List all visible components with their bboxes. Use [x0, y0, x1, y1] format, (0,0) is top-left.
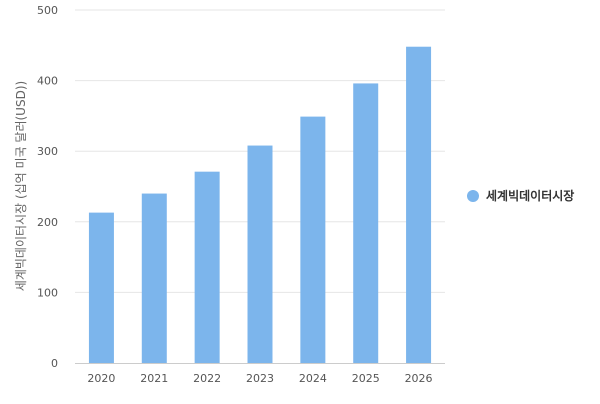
- y-axis-ticks: 0 100 200 300 400 500: [37, 4, 58, 370]
- y-tick-label: 300: [37, 145, 58, 158]
- bar-2022[interactable]: [194, 171, 220, 363]
- x-tick-label: 2022: [193, 372, 221, 385]
- bar-2026[interactable]: [406, 46, 432, 363]
- bar-2021[interactable]: [141, 193, 167, 363]
- x-tick-label: 2023: [246, 372, 274, 385]
- legend-marker: [467, 190, 479, 202]
- x-tick-label: 2024: [299, 372, 327, 385]
- y-tick-label: 400: [37, 75, 58, 88]
- bar-2024[interactable]: [300, 116, 326, 363]
- bars: [88, 46, 432, 363]
- y-tick-label: 500: [37, 4, 58, 17]
- bar-2023[interactable]: [247, 145, 273, 363]
- bar-2025[interactable]: [353, 83, 379, 363]
- x-tick-label: 2025: [352, 372, 380, 385]
- y-tick-label: 200: [37, 216, 58, 229]
- y-axis-title: 세계빅데이터시장 (십억 미국 달러(USD)): [14, 81, 28, 291]
- bar-2020[interactable]: [88, 212, 114, 363]
- x-tick-label: 2020: [87, 372, 115, 385]
- x-tick-label: 2021: [140, 372, 168, 385]
- y-tick-label: 0: [51, 357, 58, 370]
- y-tick-label: 100: [37, 286, 58, 299]
- x-axis-ticks: 2020 2021 2022 2023 2024 2025 2026: [87, 372, 432, 385]
- legend-label: 세계빅데이터시장: [486, 188, 574, 203]
- legend[interactable]: 세계빅데이터시장: [467, 188, 574, 203]
- x-tick-label: 2026: [405, 372, 433, 385]
